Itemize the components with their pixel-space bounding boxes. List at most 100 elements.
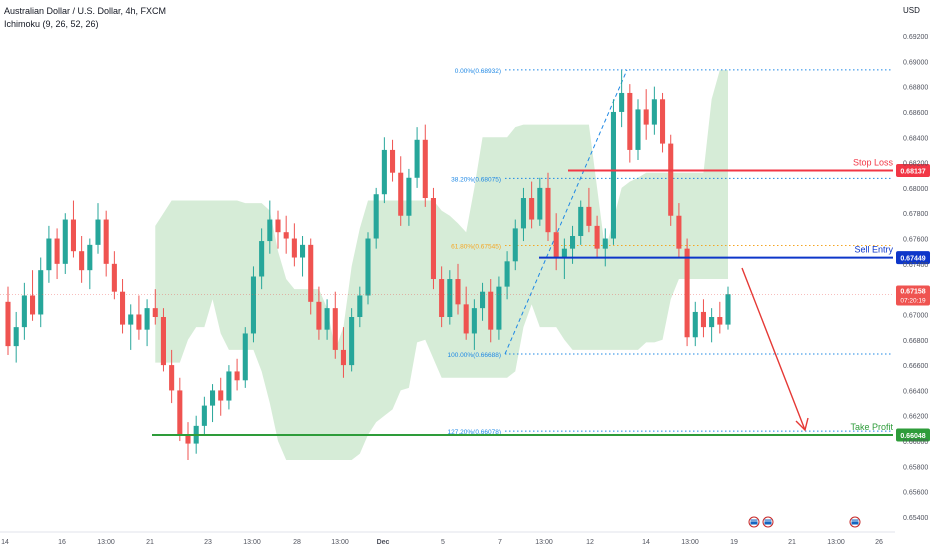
time-tick-label: 16 xyxy=(58,539,66,546)
candle xyxy=(447,270,453,325)
candle xyxy=(463,286,469,340)
candle xyxy=(381,137,387,204)
price-tick-label: 0.66400 xyxy=(903,388,928,395)
candle-body xyxy=(5,301,11,347)
candle-body xyxy=(169,365,175,391)
candle-body xyxy=(120,291,126,325)
candle xyxy=(340,327,346,378)
candle xyxy=(676,203,682,258)
candle-body xyxy=(267,219,273,242)
candle-body xyxy=(250,276,256,334)
candle-body xyxy=(160,317,166,366)
candle-body xyxy=(111,263,117,292)
candle xyxy=(120,279,126,334)
candle xyxy=(496,276,502,340)
candle-body xyxy=(128,314,134,325)
candle xyxy=(709,308,715,343)
arrow-head[interactable] xyxy=(795,417,809,432)
candle xyxy=(5,286,11,355)
candle-body xyxy=(529,198,535,220)
level-price-tag[interactable] xyxy=(896,428,930,442)
candle-body xyxy=(54,238,60,264)
candle xyxy=(553,213,559,271)
level-price-tag[interactable] xyxy=(896,251,930,265)
time-tick-label: 13:00 xyxy=(535,539,553,546)
indicator-label: Ichimoku (9, 26, 52, 26) xyxy=(4,19,99,29)
event-flag-icon[interactable] xyxy=(762,516,774,528)
candle xyxy=(210,384,216,423)
candle xyxy=(357,286,363,328)
time-tick-label: 21 xyxy=(146,539,154,546)
time-tick-label: Dec xyxy=(377,539,390,546)
fib-trendline[interactable] xyxy=(504,69,628,355)
price-tick-label: 0.65600 xyxy=(903,490,928,497)
candle-body xyxy=(95,219,101,245)
candle-body xyxy=(218,390,224,401)
candle-body xyxy=(357,295,363,318)
fibonacci-retracement[interactable]: 0.00%(0.68932) 38.20%(0.68075) 61.80%(0.67… xyxy=(448,68,894,436)
candle-body xyxy=(594,225,600,249)
last-price-tag[interactable] xyxy=(896,285,930,306)
time-tick-label: 28 xyxy=(293,539,301,546)
candle-body xyxy=(455,279,461,305)
candle-body xyxy=(586,206,592,226)
candle xyxy=(651,86,657,135)
candle-body xyxy=(201,405,207,426)
trade-levels[interactable]: Stop Loss 0.68137 Sell Entry 0.67449 Take Pr… xyxy=(0,158,930,442)
candle xyxy=(95,203,101,254)
candle-body xyxy=(422,139,428,199)
candle-body xyxy=(38,270,44,315)
event-flag-icon[interactable] xyxy=(748,516,760,528)
candle xyxy=(390,139,396,182)
arrow-shaft[interactable] xyxy=(741,267,806,431)
time-axis[interactable]: 14 16 13:00 21 23 13:00 28 13:00 Dec 5 7 13:00 12 14 1… xyxy=(0,531,895,546)
candle-body xyxy=(324,308,330,330)
level-price-tag[interactable] xyxy=(896,164,930,178)
candle-body xyxy=(602,238,608,249)
candle-body xyxy=(447,279,453,318)
ichimoku-cloud xyxy=(155,70,729,461)
price-tick-label: 0.67000 xyxy=(903,312,928,319)
price-tick-label: 0.67600 xyxy=(903,237,928,244)
candle xyxy=(38,257,44,328)
candle xyxy=(332,291,338,359)
candle xyxy=(602,228,608,267)
time-tick-label: 14 xyxy=(642,539,650,546)
candle-body xyxy=(62,219,68,264)
candle xyxy=(700,299,706,338)
candlestick-series xyxy=(5,70,731,461)
candle xyxy=(111,251,117,300)
candle-body xyxy=(226,371,232,401)
candle xyxy=(578,200,584,245)
candle xyxy=(480,282,486,321)
candle-body xyxy=(283,232,289,239)
economic-events[interactable] xyxy=(748,516,861,528)
price-tick-label: 0.68000 xyxy=(903,186,928,193)
last-price-countdown: 07:20:19 xyxy=(900,297,926,304)
event-flag-icon[interactable] xyxy=(849,516,861,528)
price-tick-label: 0.67400 xyxy=(903,262,928,269)
candle xyxy=(414,127,420,188)
candle-body xyxy=(537,187,543,220)
fib-level-label: 127.20%(0.66078) xyxy=(448,429,502,436)
projection-arrow[interactable] xyxy=(741,267,809,432)
price-axis[interactable]: 0.65400 0.65600 0.65800 0.66000 0.66200 0.664… xyxy=(896,34,930,522)
candle-body xyxy=(635,109,641,150)
candle xyxy=(144,299,150,347)
event-flag-fill xyxy=(851,519,859,525)
candle-body xyxy=(70,219,76,252)
time-tick-label: 13:00 xyxy=(681,539,699,546)
fib-level-label: 100.00%(0.66688) xyxy=(448,352,502,359)
time-tick-label: 13:00 xyxy=(331,539,349,546)
event-flag-fill xyxy=(750,519,758,525)
candle xyxy=(308,238,314,315)
candle xyxy=(21,282,27,340)
candle xyxy=(430,187,436,290)
candle-body xyxy=(259,241,265,277)
candle xyxy=(684,238,690,347)
candle-body xyxy=(185,434,191,444)
time-tick-label: 13:00 xyxy=(97,539,115,546)
candle xyxy=(373,187,379,249)
